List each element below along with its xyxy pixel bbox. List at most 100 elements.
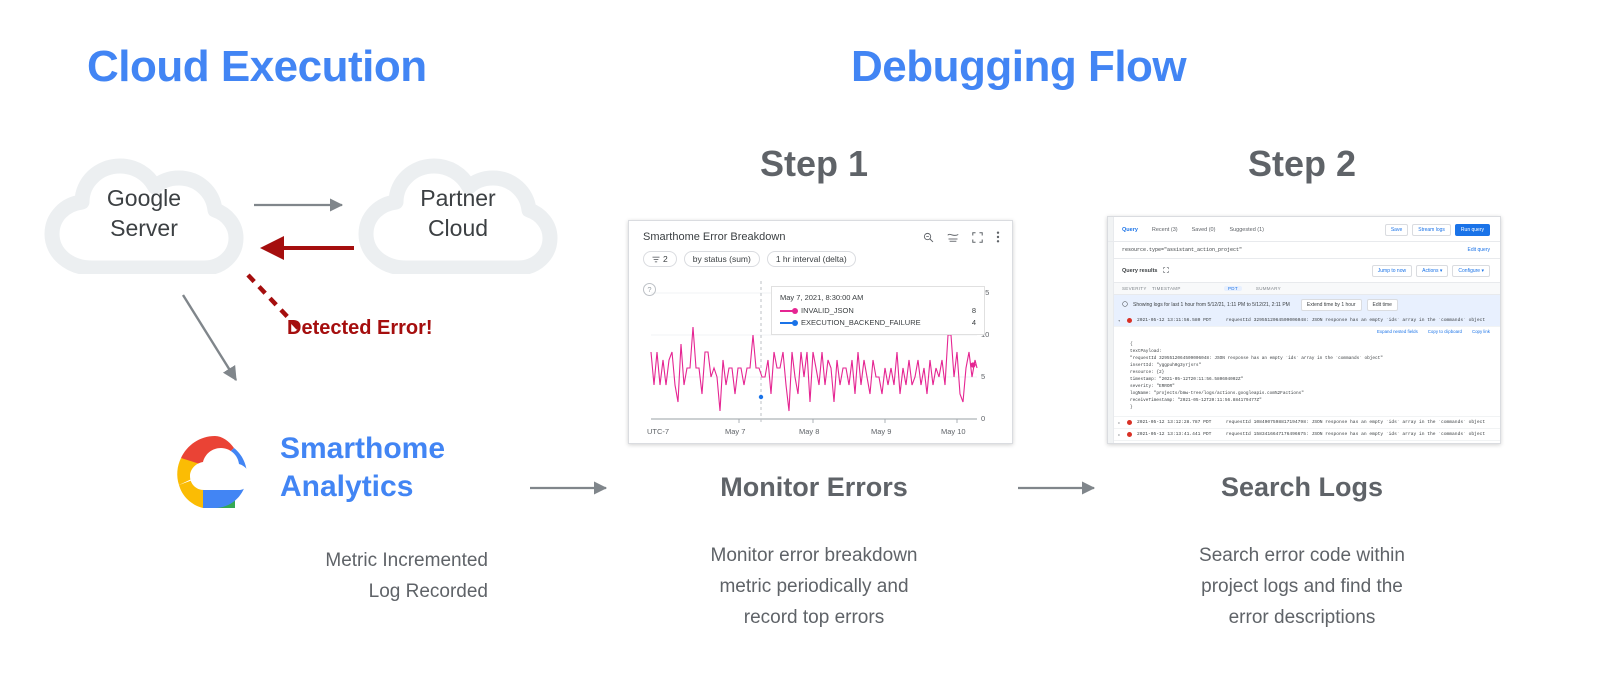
analytics-caption-line2: Log Recorded — [368, 581, 488, 602]
step1-flow-desc: Monitor error breakdown metric periodica… — [659, 540, 969, 633]
chart-tooltip: May 7, 2021, 8:30:00 AM INVALID_JSON 8 E… — [771, 286, 985, 335]
x-tick-label: May 10 — [941, 427, 966, 436]
extend-time-button[interactable]: Extend time by 1 hour — [1300, 299, 1362, 311]
debugging-flow-heading: Debugging Flow — [851, 42, 1187, 91]
product-name-line2: Analytics — [280, 470, 414, 503]
expand-caret-icon[interactable]: ▸ — [1118, 433, 1121, 438]
partner-cloud-label: Partner Cloud — [358, 152, 558, 274]
log-row[interactable]: ▸ 2021-05-12 13:12:28.787 PDT requestId 10… — [1108, 417, 1500, 429]
x-tick-label: May 8 — [799, 427, 820, 436]
detected-error-dashed-line — [246, 273, 302, 332]
chart-plot-area[interactable]: ? May 7, 2021, 8:30:00 AM — [629, 275, 1012, 443]
log-row[interactable]: ▸ 2021-05-12 13:13:41.441 PDT requestId 15… — [1108, 429, 1500, 441]
json-line: resource: {2} — [1130, 370, 1165, 375]
log-summary: requestId 3295512064509006048: JSON resp… — [1226, 318, 1486, 323]
jump-to-now-button[interactable]: Jump to now — [1371, 265, 1413, 277]
logs-tabs[interactable]: Query Recent (3) Saved (0) Suggested (1)… — [1108, 217, 1500, 242]
run-query-button[interactable]: Run query — [1454, 224, 1490, 236]
actions-menu-button[interactable]: Actions ▾ — [1416, 265, 1449, 277]
expand-results-icon[interactable] — [1163, 267, 1170, 275]
time-range-banner: Showing logs for last 1 hour from 5/12/2… — [1108, 295, 1500, 315]
zoom-search-icon[interactable] — [923, 232, 934, 243]
product-name-line1: Smarthome — [280, 432, 446, 465]
google-server-cloud: Google Server — [44, 152, 244, 276]
help-icon[interactable]: ? — [643, 283, 656, 296]
filter-chip[interactable]: 2 — [643, 251, 677, 267]
monitoring-chart-screenshot[interactable]: Smarthome Error Breakdown 2 by status (s… — [628, 220, 1013, 444]
log-entry-json: { textPayload: "requestId 32955120645090… — [1108, 337, 1500, 417]
tab-query[interactable]: Query — [1122, 227, 1138, 233]
step1-desc-line1: Monitor error breakdown — [710, 545, 918, 566]
col-timezone-chip[interactable]: PDT — [1224, 286, 1242, 291]
timezone-label: UTC-7 — [647, 427, 670, 436]
tooltip-date: May 7, 2021, 8:30:00 AM — [780, 293, 864, 302]
invalid-json-swatch — [780, 307, 798, 314]
group-by-chip[interactable]: by status (sum) — [683, 251, 760, 267]
json-line: textPayload: — [1130, 349, 1162, 354]
copy-to-clipboard-button[interactable]: Copy to clipboard — [1427, 329, 1462, 334]
y-tick-label: 15 — [981, 288, 990, 297]
json-line: timestamp: "2021-05-12T20:11:56.58060400… — [1130, 377, 1244, 382]
log-rows-list[interactable]: ▸ 2021-05-12 13:12:28.787 PDT requestId 10… — [1108, 417, 1500, 445]
copy-link-button[interactable]: Copy link — [1471, 329, 1490, 334]
step1-heading: Step 1 — [759, 143, 869, 184]
severity-error-icon — [1127, 318, 1132, 323]
partner-cloud-line2: Cloud — [427, 215, 489, 241]
json-line: receiveTimestamp: "2021-05-12T20:11:56.8… — [1130, 398, 1262, 403]
more-options-icon[interactable] — [996, 231, 1000, 243]
y-tick-label: 0 — [981, 414, 986, 423]
step2-flow-desc: Search error code within project logs an… — [1147, 540, 1457, 633]
json-line: { — [1130, 342, 1133, 347]
cloud-arrows — [254, 198, 354, 260]
time-range-text: Showing logs for last 1 hour from 5/12/2… — [1133, 302, 1290, 308]
fullscreen-icon[interactable] — [972, 231, 983, 243]
x-tick-label: May 7 — [725, 427, 746, 436]
collapse-caret-icon[interactable]: ▾ — [1118, 319, 1121, 324]
expand-caret-icon[interactable]: ▸ — [1118, 421, 1121, 426]
tooltip-series-label: INVALID_JSON — [801, 306, 854, 315]
flow-arrow-2 — [1018, 481, 1096, 495]
tooltip-series-value: 8 — [971, 306, 976, 315]
step2-desc-line3: error descriptions — [1228, 607, 1376, 628]
json-tools[interactable]: Expand nested fields Copy to clipboard C… — [1108, 327, 1500, 337]
chart-svg — [650, 281, 978, 425]
tab-suggested[interactable]: Suggested (1) — [1229, 227, 1265, 233]
expand-caret-icon[interactable]: ▸ — [1118, 444, 1122, 445]
step1-desc-line3: record top errors — [743, 607, 885, 628]
chart-filter-chips[interactable]: 2 by status (sum) 1 hr interval (delta) — [629, 245, 1012, 267]
edit-time-button[interactable]: Edit time — [1366, 299, 1398, 311]
step1-flow-title: Monitor Errors — [720, 472, 908, 502]
analytics-arrow — [181, 294, 238, 382]
json-line: } — [1130, 405, 1133, 410]
json-line: insertId: "yggpuh0g3yrjsrs" — [1130, 363, 1202, 368]
interval-chip[interactable]: 1 hr interval (delta) — [766, 251, 856, 267]
logs-explorer-screenshot[interactable]: Query Recent (3) Saved (0) Suggested (1)… — [1107, 216, 1501, 444]
filter-icon — [652, 256, 660, 262]
stream-logs-button[interactable]: Stream logs — [1412, 224, 1451, 236]
analytics-caption-line1: Metric Incremented — [325, 550, 488, 571]
chart-title: Smarthome Error Breakdown — [643, 231, 786, 243]
logs-action-buttons[interactable]: Save Stream logs Run query — [1384, 224, 1490, 236]
tooltip-series-value: 4 — [971, 318, 976, 327]
log-row-selected[interactable]: ▾ 2021-05-12 13:11:56.580 PDT requestId … — [1108, 315, 1500, 327]
step1-desc-line2: metric periodically and — [719, 576, 909, 597]
results-actions[interactable]: Jump to now Actions ▾ Configure ▾ — [1371, 265, 1490, 277]
compare-lines-icon[interactable] — [947, 232, 959, 243]
expand-nested-fields-button[interactable]: Expand nested fields — [1377, 329, 1418, 334]
analytics-caption: Metric Incremented Log Recorded — [170, 545, 488, 607]
query-editor[interactable]: resource.type="assistant_action_project"… — [1108, 242, 1500, 259]
execution-backend-failure-swatch — [780, 319, 798, 326]
log-timestamp: 2021-05-12 13:13:41.441 PDT — [1137, 432, 1212, 437]
tab-recent[interactable]: Recent (3) — [1151, 227, 1178, 233]
tab-saved[interactable]: Saved (0) — [1191, 227, 1216, 233]
json-line: logName: "projects/bmw-tree/logs/actions… — [1130, 391, 1304, 396]
step2-desc-line2: project logs and find the — [1201, 576, 1403, 597]
save-button[interactable]: Save — [1384, 224, 1409, 236]
json-line: "requestId 3295512064509006048: JSON res… — [1130, 356, 1383, 361]
detected-error-label: Detected Error! — [287, 317, 433, 339]
configure-button[interactable]: Configure ▾ — [1452, 265, 1490, 277]
edit-query-button[interactable]: Edit query — [1467, 247, 1490, 253]
tooltip-series-label: EXECUTION_BACKEND_FAILURE — [801, 318, 921, 327]
chart-toolbar[interactable] — [923, 231, 1000, 243]
